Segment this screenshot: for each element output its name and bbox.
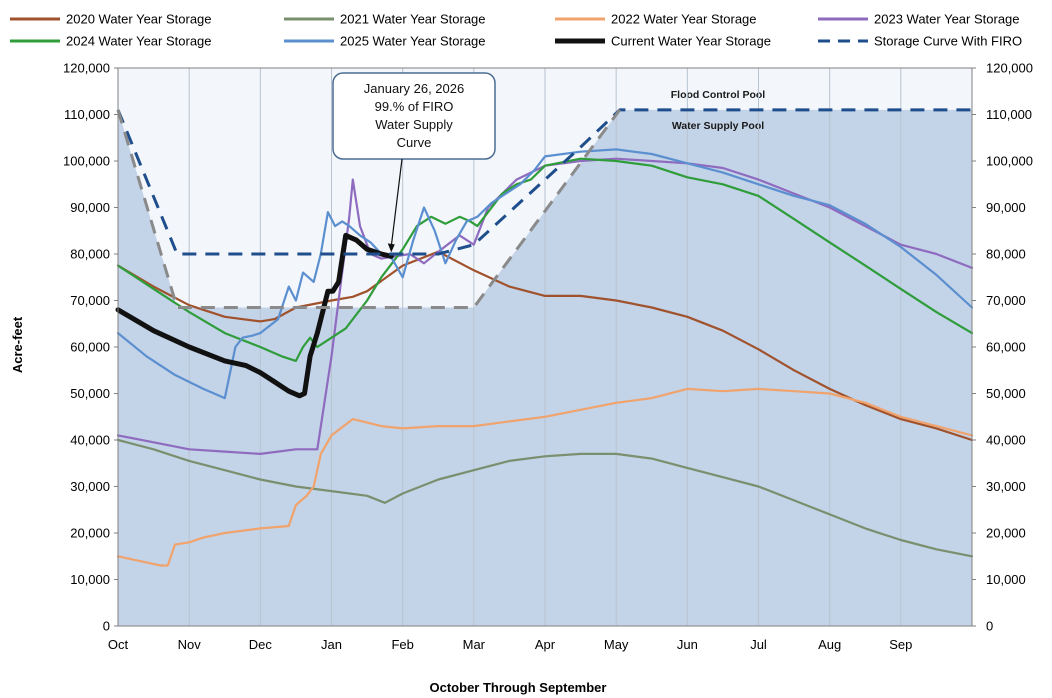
x-tick-label-jun: Jun <box>677 637 698 652</box>
y-tick-label-right: 30,000 <box>986 479 1026 494</box>
x-tick-label-sep: Sep <box>889 637 912 652</box>
annotation-arrowhead <box>387 243 395 253</box>
y-tick-label-left: 40,000 <box>70 433 110 448</box>
annotation: January 26, 2026 99.% of FIRO Water Supply… <box>332 72 496 253</box>
legend-item-2025-water-year-storage: 2025 Water Year Storage <box>284 34 486 49</box>
legend-label: Storage Curve With FIRO <box>874 34 1022 49</box>
annotation-line: 99.% of FIRO <box>375 99 454 114</box>
legend-item-2021-water-year-storage: 2021 Water Year Storage <box>284 12 486 27</box>
legend-item-2020-water-year-storage: 2020 Water Year Storage <box>10 12 212 27</box>
x-tick-label-feb: Feb <box>391 637 413 652</box>
x-tick-label-may: May <box>604 637 629 652</box>
y-tick-label-right: 0 <box>986 619 993 634</box>
legend-label: 2022 Water Year Storage <box>611 12 757 27</box>
x-tick-label-oct: Oct <box>108 637 129 652</box>
water-supply-pool-label: Water Supply Pool <box>672 120 764 132</box>
legend-item-2024-water-year-storage: 2024 Water Year Storage <box>10 34 212 49</box>
y-tick-label-right: 60,000 <box>986 340 1026 355</box>
legend-label: 2024 Water Year Storage <box>66 34 212 49</box>
y-tick-label-right: 120,000 <box>986 61 1033 76</box>
x-tick-label-nov: Nov <box>178 637 202 652</box>
y-tick-label-left: 90,000 <box>70 200 110 215</box>
y-tick-label-left: 0 <box>103 619 110 634</box>
annotation-pointer <box>390 158 403 247</box>
y-tick-label-right: 70,000 <box>986 293 1026 308</box>
y-tick-label-left: 10,000 <box>70 572 110 587</box>
y-tick-label-left: 20,000 <box>70 526 110 541</box>
legend-label: 2023 Water Year Storage <box>874 12 1020 27</box>
legend-item-2022-water-year-storage: 2022 Water Year Storage <box>555 12 757 27</box>
y-axis-label: Acre-feet <box>10 316 25 373</box>
legend: 2020 Water Year Storage 2021 Water Year S… <box>10 12 1022 49</box>
series-line-2024-water-year-storage <box>116 157 974 362</box>
series-line-current-water-year-storage <box>115 232 394 399</box>
y-tick-label-left: 60,000 <box>70 340 110 355</box>
series-line-ws-pool-boundary <box>116 109 621 309</box>
y-tick-label-left: 30,000 <box>70 479 110 494</box>
y-tick-label-right: 20,000 <box>986 526 1026 541</box>
series-lines <box>115 108 974 567</box>
x-tick-label-apr: Apr <box>535 637 556 652</box>
series-line-2025-water-year-storage <box>116 148 974 400</box>
y-tick-label-right: 100,000 <box>986 154 1033 169</box>
series-line-2023-water-year-storage <box>116 157 974 455</box>
flood-control-pool-label: Flood Control Pool <box>671 89 766 101</box>
series-line-2021-water-year-storage <box>116 438 974 558</box>
legend-label: 2021 Water Year Storage <box>340 12 486 27</box>
y-tick-label-left: 50,000 <box>70 386 110 401</box>
legend-label: 2020 Water Year Storage <box>66 12 212 27</box>
y-tick-label-right: 40,000 <box>986 433 1026 448</box>
x-tick-label-jan: Jan <box>321 637 342 652</box>
x-tick-label-dec: Dec <box>249 637 273 652</box>
x-tick-label-jul: Jul <box>750 637 767 652</box>
y-tick-label-left: 120,000 <box>63 61 110 76</box>
annotation-line: January 26, 2026 <box>364 81 464 96</box>
x-tick-label-aug: Aug <box>818 637 841 652</box>
y-tick-label-right: 110,000 <box>986 107 1032 122</box>
annotation-line: Curve <box>397 135 432 150</box>
legend-item-2023-water-year-storage: 2023 Water Year Storage <box>818 12 1020 27</box>
y-tick-label-right: 90,000 <box>986 200 1026 215</box>
x-axis-label: October Through September <box>430 680 607 695</box>
legend-label: 2025 Water Year Storage <box>340 34 486 49</box>
series-line-2022-water-year-storage <box>116 387 974 567</box>
y-tick-label-left: 80,000 <box>70 247 110 262</box>
y-tick-label-left: 70,000 <box>70 293 110 308</box>
annotation-box <box>332 72 496 160</box>
legend-item-storage-curve-with-firo: Storage Curve With FIRO <box>818 34 1022 49</box>
y-tick-label-left: 110,000 <box>64 107 110 122</box>
y-tick-label-right: 50,000 <box>986 386 1026 401</box>
y-tick-label-right: 80,000 <box>986 247 1026 262</box>
series-line-2020-water-year-storage <box>116 250 974 442</box>
y-tick-label-right: 10,000 <box>986 572 1026 587</box>
axes: 0 0 10,000 10,000 20,000 20,000 30,000 30,000 40… <box>63 61 1033 653</box>
legend-item-current-water-year-storage: Current Water Year Storage <box>555 34 771 49</box>
legend-label: Current Water Year Storage <box>611 34 771 49</box>
y-tick-label-left: 100,000 <box>63 154 110 169</box>
annotation-line: Water Supply <box>375 117 453 132</box>
x-tick-label-mar: Mar <box>463 637 486 652</box>
